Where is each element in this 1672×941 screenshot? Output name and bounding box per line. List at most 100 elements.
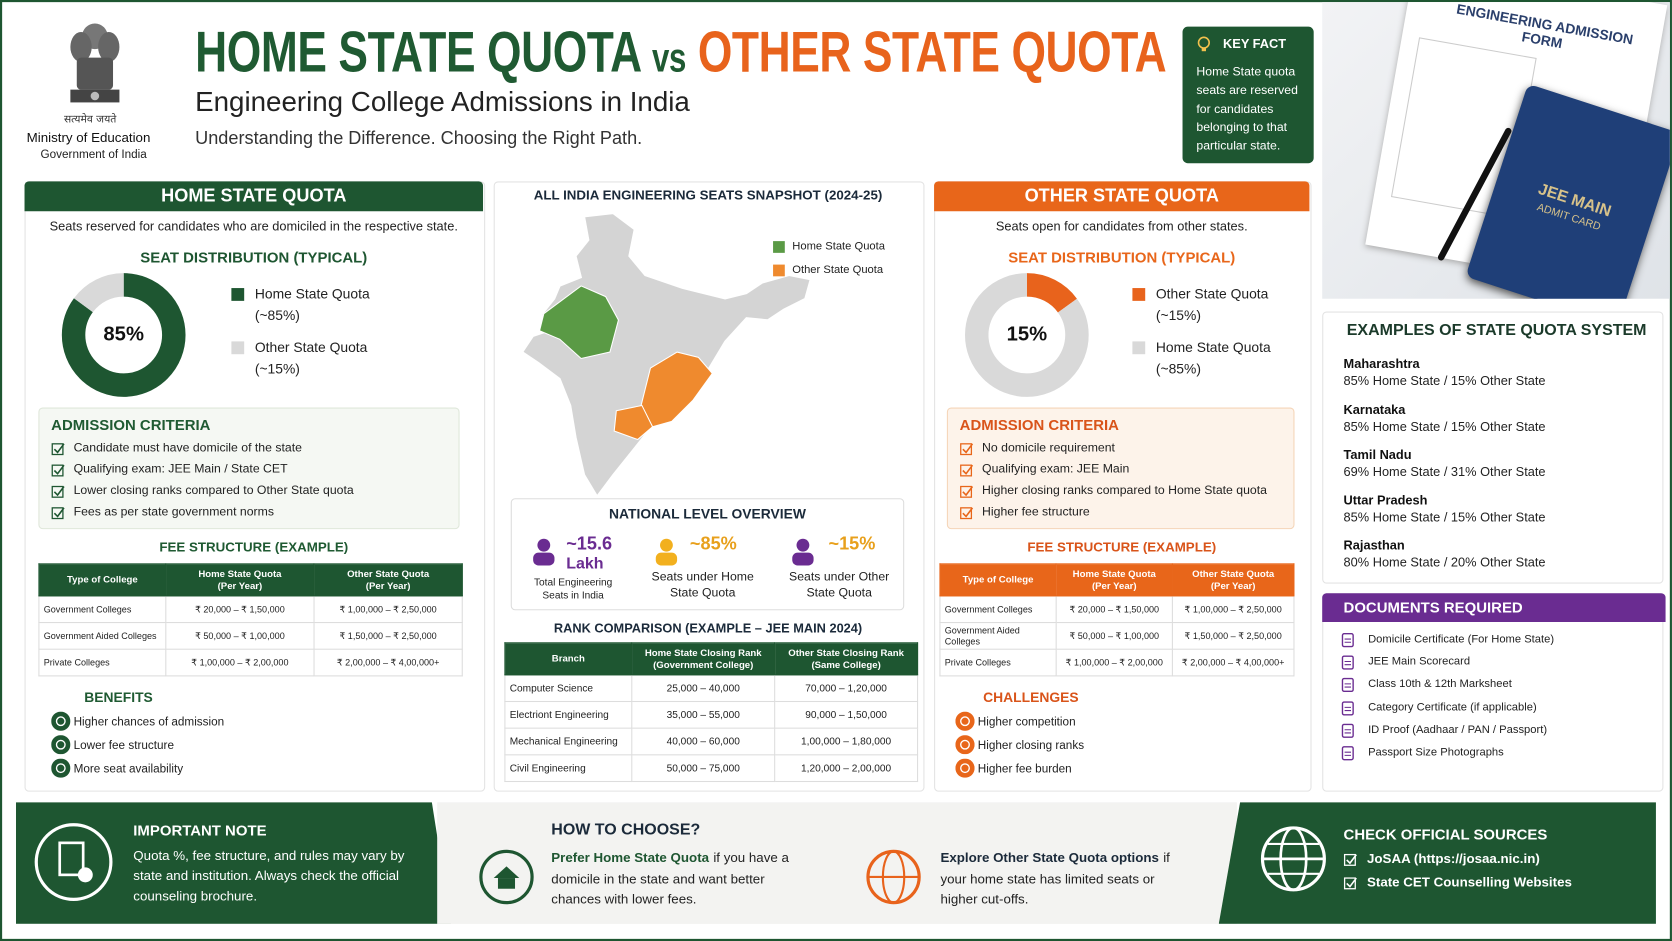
doc-item: Passport Size Photographs xyxy=(1368,745,1504,759)
table-cell: ₹ 20,000 – ₹ 1,50,000 xyxy=(165,595,315,624)
example-split: 85% Home State / 15% Other State xyxy=(1343,418,1546,434)
sources-bg xyxy=(1218,802,1656,924)
table-header-cell: Branch xyxy=(504,642,633,676)
header-sub: (Government College) xyxy=(653,658,754,670)
table-row: Civil Engineering 50,000 – 75,000 1,20,000… xyxy=(504,754,919,783)
header-title: Home State Quota xyxy=(198,568,282,579)
sources-title: CHECK OFFICIAL SOURCES xyxy=(1343,825,1548,843)
table-cell: Computer Science xyxy=(504,674,633,703)
table-cell: ₹ 1,50,000 – ₹ 2,50,000 xyxy=(313,622,463,650)
map-legend-name: Home State Quota xyxy=(792,240,885,253)
legend-swatch xyxy=(231,288,245,301)
list-icon xyxy=(51,711,71,731)
legend-name: Other State Quota xyxy=(254,339,368,356)
list-item: Lower fee structure xyxy=(73,739,174,753)
donut-segment xyxy=(61,273,186,397)
table-row: Private Colleges ₹ 1,00,000 – ₹ 2,00,000 ₹… xyxy=(38,648,463,677)
check-icon xyxy=(51,507,65,520)
table-header-cell: Type of College xyxy=(939,563,1057,597)
fee-title: FEE STRUCTURE (EXAMPLE) xyxy=(1027,539,1217,555)
table-cell: 90,000 – 1,50,000 xyxy=(774,700,919,729)
overview-label: Seats under Other State Quota xyxy=(789,570,890,600)
check-icon xyxy=(51,485,65,498)
fee-table: Type of College Home State Quota (Per Year… xyxy=(38,563,463,677)
choose-text: if you have a domicile in the state and … xyxy=(551,850,789,907)
header-sub: (Same College) xyxy=(811,658,881,670)
panel-description: Seats open for candidates from other sta… xyxy=(995,218,1248,234)
main-title: HOME STATE QUOTA vs OTHER STATE QUOTA xyxy=(195,19,1167,85)
doc-item: ID Proof (Aadhaar / PAN / Passport) xyxy=(1368,723,1548,736)
criteria-title: ADMISSION CRITERIA xyxy=(51,416,211,434)
table-row: Electriont Engineering 35,000 – 55,000 90,… xyxy=(504,700,919,729)
key-fact-text: Home State quota seats are reserved for … xyxy=(1196,66,1298,153)
doc-item: Category Certificate (if applicable) xyxy=(1368,700,1537,714)
header-title: Branch xyxy=(551,652,585,664)
india-map xyxy=(521,212,812,498)
ministry: Ministry of Education xyxy=(26,130,151,146)
list-icon xyxy=(51,735,71,755)
table-row: Government Colleges ₹ 20,000 – ₹ 1,50,000… xyxy=(939,595,1295,624)
example-state: Karnataka xyxy=(1343,401,1406,417)
header-sub: (Per Year) xyxy=(1091,579,1137,591)
overview-unit: Lakh xyxy=(566,554,604,573)
overview-icon xyxy=(655,538,678,566)
map-other-region xyxy=(639,351,713,428)
legend-note: (~15%) xyxy=(1155,307,1201,324)
criteria-item: Candidate must have domicile of the stat… xyxy=(73,441,302,455)
note-icon xyxy=(34,823,113,901)
sources-globe xyxy=(1260,826,1326,892)
example-split: 85% Home State / 15% Other State xyxy=(1343,509,1546,525)
criteria-title: ADMISSION CRITERIA xyxy=(959,416,1119,434)
table-cell: ₹ 50,000 – ₹ 1,00,000 xyxy=(1055,622,1173,650)
table-cell: Mechanical Engineering xyxy=(504,727,633,756)
list-item: More seat availability xyxy=(73,762,184,776)
header-sub: (Per Year) xyxy=(217,579,263,591)
title-home: HOME STATE QUOTA xyxy=(195,20,641,85)
legend-swatch xyxy=(231,341,245,355)
note-text: Quota %, fee structure, and rules may va… xyxy=(133,848,405,904)
emblem xyxy=(70,23,120,103)
criteria-item: Lower closing ranks compared to Other St… xyxy=(73,484,354,498)
choose-title: HOW TO CHOOSE? xyxy=(551,820,701,839)
table-row: Government Aided Colleges ₹ 50,000 – ₹ 1,… xyxy=(38,622,463,650)
header-sub: (Per Year) xyxy=(365,579,411,591)
legend-swatch xyxy=(1132,288,1146,301)
example-state: Tamil Nadu xyxy=(1343,447,1412,462)
check-icon xyxy=(960,464,974,477)
table-cell: Government Colleges xyxy=(939,595,1057,624)
table-cell: ₹ 1,00,000 – ₹ 2,00,000 xyxy=(165,648,315,677)
criteria-box xyxy=(946,407,1295,530)
table-header-cell: Other State Quota (Per Year) xyxy=(313,563,463,597)
key-fact-box: KEY FACT Home State quota seats are rese… xyxy=(1182,26,1314,164)
subtitle: Engineering College Admissions in India xyxy=(195,85,690,118)
example-split: 85% Home State / 15% Other State xyxy=(1343,373,1546,389)
note-bg xyxy=(15,802,452,924)
table-cell: Government Colleges xyxy=(38,595,167,624)
rank-table: Branch Home State Closing Rank (Government… xyxy=(504,642,919,783)
table-cell: 40,000 – 60,000 xyxy=(631,727,776,756)
table-cell: ₹ 1,00,000 – ₹ 2,50,000 xyxy=(1171,595,1295,624)
panel-description: Seats reserved for candidates who are do… xyxy=(49,218,458,234)
table-header-cell: Home State Quota (Per Year) xyxy=(1055,563,1173,597)
list-item: Higher fee burden xyxy=(977,762,1072,776)
choose-item: Explore Other State Quota options if your… xyxy=(940,848,1191,910)
table-header-row: Branch Home State Closing Rank (Government… xyxy=(504,642,919,676)
criteria-item: Higher closing ranks compared to Home St… xyxy=(982,484,1267,498)
header-title: Other State Quota xyxy=(347,568,430,579)
table-cell: 50,000 – 75,000 xyxy=(631,754,776,783)
list-item: Higher competition xyxy=(977,715,1076,729)
check-icon xyxy=(960,443,974,456)
title-other: OTHER STATE QUOTA xyxy=(697,20,1167,85)
legend-name: Home State Quota xyxy=(1155,339,1271,356)
rank-title: RANK COMPARISON (EXAMPLE – JEE MAIN 2024… xyxy=(553,620,863,636)
table-cell: 35,000 – 55,000 xyxy=(631,700,776,729)
example-split: 80% Home State / 20% Other State xyxy=(1343,554,1546,570)
list-icon xyxy=(51,758,71,778)
table-cell: ₹ 50,000 – ₹ 1,00,000 xyxy=(165,622,315,650)
donut-segment xyxy=(965,273,1089,397)
documents-panel xyxy=(1322,593,1664,792)
legend-swatch xyxy=(1132,341,1146,355)
donut-center-label: 85% xyxy=(103,323,144,346)
